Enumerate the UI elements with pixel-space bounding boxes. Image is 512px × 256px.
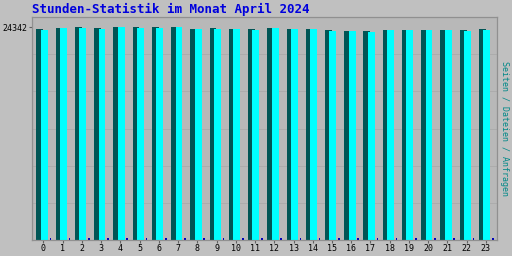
Bar [376,239,378,240]
Bar [306,29,313,240]
Bar [338,239,339,240]
Bar [88,239,90,240]
Bar [214,29,221,240]
Bar [402,30,409,240]
Bar [329,31,336,240]
Bar [261,239,263,240]
Bar [156,28,163,240]
Bar [460,30,466,240]
Bar [349,31,355,240]
Bar [126,239,128,240]
Bar [118,27,125,240]
Bar [50,239,51,240]
Bar [344,31,351,240]
Bar [184,239,186,240]
Bar [75,27,82,240]
Bar [479,29,486,240]
Bar [310,29,317,240]
Bar [133,27,139,240]
Bar [242,239,244,240]
Bar [454,239,455,240]
Bar [267,28,274,240]
Bar [146,239,147,240]
Bar [190,29,197,240]
Bar [319,239,321,240]
Bar [113,27,120,240]
Bar [287,29,293,240]
Bar [79,28,86,240]
Bar [421,30,428,240]
Bar [364,31,370,240]
Bar [248,29,255,240]
Bar [325,30,332,240]
Bar [36,29,44,240]
Bar [300,239,301,240]
Bar [223,239,224,240]
Bar [176,27,182,240]
Bar [440,30,447,240]
Bar [203,239,205,240]
Bar [60,28,67,240]
Bar [165,239,166,240]
Bar [272,28,279,240]
Bar [152,27,159,240]
Bar [425,30,433,240]
Bar [434,239,436,240]
Bar [99,29,105,240]
Bar [483,30,490,240]
Bar [382,30,390,240]
Bar [473,239,474,240]
Bar [171,27,178,240]
Bar [252,30,259,240]
Y-axis label: Seiten / Dateien / Anfragen: Seiten / Dateien / Anfragen [500,61,509,196]
Bar [41,30,48,240]
Bar [445,30,452,240]
Bar [464,31,471,240]
Bar [396,239,397,240]
Bar [415,239,417,240]
Bar [492,239,494,240]
Bar [137,27,144,240]
Bar [407,30,413,240]
Bar [368,32,375,240]
Bar [281,239,282,240]
Bar [291,29,298,240]
Bar [56,28,62,240]
Bar [69,239,71,240]
Text: Stunden-Statistik im Monat April 2024: Stunden-Statistik im Monat April 2024 [32,3,309,16]
Bar [233,29,240,240]
Bar [107,239,109,240]
Bar [357,239,359,240]
Bar [229,29,236,240]
Bar [209,28,217,240]
Bar [387,30,394,240]
Bar [94,28,101,240]
Bar [195,29,202,240]
